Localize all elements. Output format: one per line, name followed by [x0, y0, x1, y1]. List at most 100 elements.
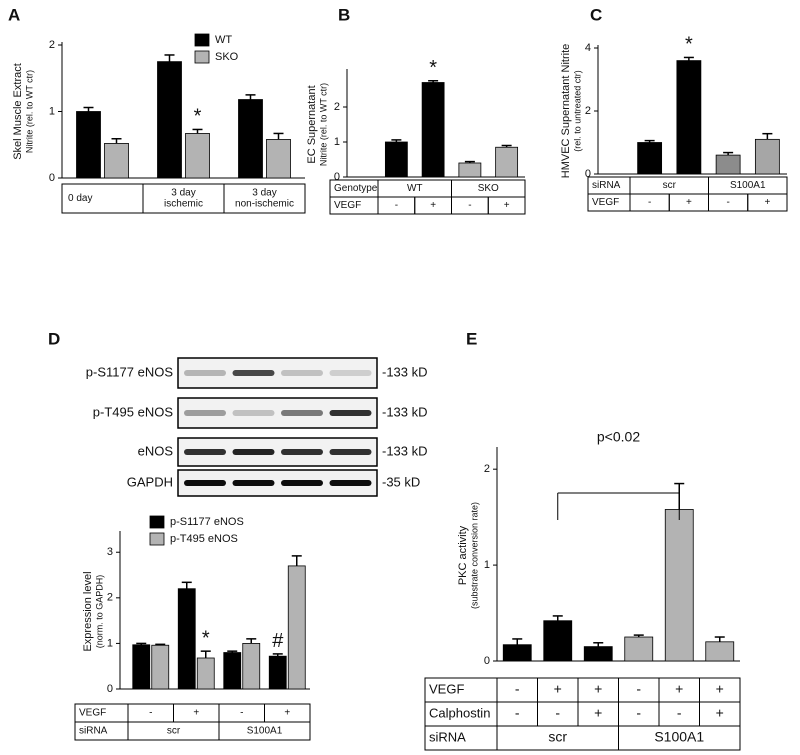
- blot-band: [281, 410, 323, 416]
- y-axis-title: Skel Muscle Extract: [12, 63, 24, 160]
- bar: [421, 82, 445, 178]
- blot-label: p-T495 eNOS: [93, 404, 174, 419]
- table-cell-text: -: [515, 705, 520, 721]
- x-tick-label: non-ischemic: [235, 199, 294, 210]
- bar: [223, 652, 242, 690]
- legend-swatch: [194, 50, 210, 64]
- table-row-label: VEGF: [592, 197, 619, 208]
- bar: [384, 141, 408, 178]
- y-axis-subtitle: Nitrite (rel. to WT ctr): [24, 70, 34, 153]
- annotation: *: [194, 106, 202, 128]
- table-cell-text: -: [648, 197, 651, 208]
- table-cell-text: +: [430, 200, 436, 211]
- y-tick-label: 2: [49, 39, 55, 51]
- table-row-label: siRNA: [79, 726, 108, 737]
- panel-label: C: [590, 5, 602, 24]
- panel-label: D: [48, 329, 60, 348]
- bar: [676, 60, 702, 175]
- blot-band: [184, 370, 226, 376]
- table-row-label: VEGF: [334, 200, 361, 211]
- table-cell-text: +: [716, 681, 724, 697]
- blot-band: [184, 480, 226, 486]
- y-axis-subtitle: Nitrite (rel. to WT ctr): [318, 83, 328, 166]
- y-tick-label: 3: [107, 546, 113, 558]
- blot-size: -133 kD: [382, 443, 428, 458]
- table-cell-text: +: [594, 681, 602, 697]
- bar: [715, 154, 741, 175]
- blot-band: [232, 480, 275, 486]
- y-tick-label: 4: [585, 42, 591, 54]
- blot-size: -133 kD: [382, 364, 428, 379]
- y-tick-label: 0: [334, 171, 340, 183]
- table-cell-text: +: [193, 708, 199, 719]
- panel-label: A: [8, 5, 20, 24]
- bar: [268, 655, 287, 690]
- y-tick-label: 0: [49, 172, 55, 184]
- table-cell-text: -: [395, 200, 398, 211]
- table-cell: [218, 721, 311, 741]
- bar: [543, 620, 573, 662]
- table-cell-text: SKO: [478, 183, 499, 194]
- blot-label: GAPDH: [127, 474, 173, 489]
- bar: [664, 509, 694, 662]
- x-tick-label: 3 day: [171, 188, 195, 199]
- table-row-label: VEGF: [79, 708, 106, 719]
- table-cell-text: +: [594, 705, 602, 721]
- blot-band: [329, 480, 372, 486]
- bar: [104, 143, 129, 179]
- y-axis-subtitle: (norm. to GAPDH): [94, 575, 104, 649]
- bar: [132, 644, 151, 690]
- y-tick-label: 2: [585, 105, 591, 117]
- bar: [242, 643, 261, 690]
- x-tick-label: 0 day: [68, 193, 92, 204]
- y-tick-label: 2: [484, 463, 490, 475]
- table-cell-text: -: [726, 197, 729, 208]
- bar: [458, 162, 482, 178]
- y-tick-label: 0: [585, 168, 591, 180]
- bar: [637, 142, 663, 175]
- blot-band: [232, 410, 275, 416]
- y-axis-title: PKC activity: [457, 525, 469, 585]
- bar: [196, 657, 215, 690]
- y-tick-label: 2: [334, 101, 340, 113]
- y-tick-label: 0: [107, 683, 113, 695]
- bracket-label: p<0.02: [597, 429, 640, 445]
- y-axis-title: EC Supernatant: [306, 85, 318, 163]
- blot-band: [281, 480, 323, 486]
- table-cell-text: -: [468, 200, 471, 211]
- bar: [185, 133, 210, 179]
- y-axis-title: Expression level: [82, 571, 94, 651]
- table-cell-text: -: [515, 681, 520, 697]
- x-tick-label: 3 day: [252, 188, 276, 199]
- table-cell-text: -: [636, 705, 641, 721]
- table-cell-text: +: [686, 197, 692, 208]
- bar: [238, 99, 263, 179]
- x-tick-label: ischemic: [164, 199, 203, 210]
- category-box: [223, 183, 306, 214]
- bar: [705, 641, 735, 662]
- blot-label: eNOS: [138, 443, 174, 458]
- table-row-label: VEGF: [429, 681, 464, 696]
- y-tick-label: 0: [484, 655, 490, 667]
- blot-band: [184, 410, 226, 416]
- blot-frame: [177, 357, 378, 389]
- legend-label: WT: [215, 34, 232, 46]
- table-cell-text: scr: [548, 729, 567, 745]
- bar: [502, 644, 532, 662]
- blot-band: [329, 410, 372, 416]
- legend-label: p-T495 eNOS: [170, 533, 238, 545]
- table-row-label: siRNA: [429, 729, 466, 744]
- y-axis-title: HMVEC Supernatant Nitrite: [560, 44, 572, 179]
- table-cell-text: -: [677, 705, 682, 721]
- bar: [76, 111, 101, 179]
- annotation: #: [272, 630, 284, 652]
- annotation: *: [685, 34, 693, 56]
- table-cell-text: +: [716, 705, 724, 721]
- table-cell-text: scr: [167, 726, 181, 737]
- table-cell-text: +: [554, 681, 562, 697]
- y-tick-label: 2: [107, 592, 113, 604]
- legend-swatch: [194, 33, 210, 47]
- legend-swatch: [149, 532, 165, 546]
- legend-label: SKO: [215, 51, 239, 63]
